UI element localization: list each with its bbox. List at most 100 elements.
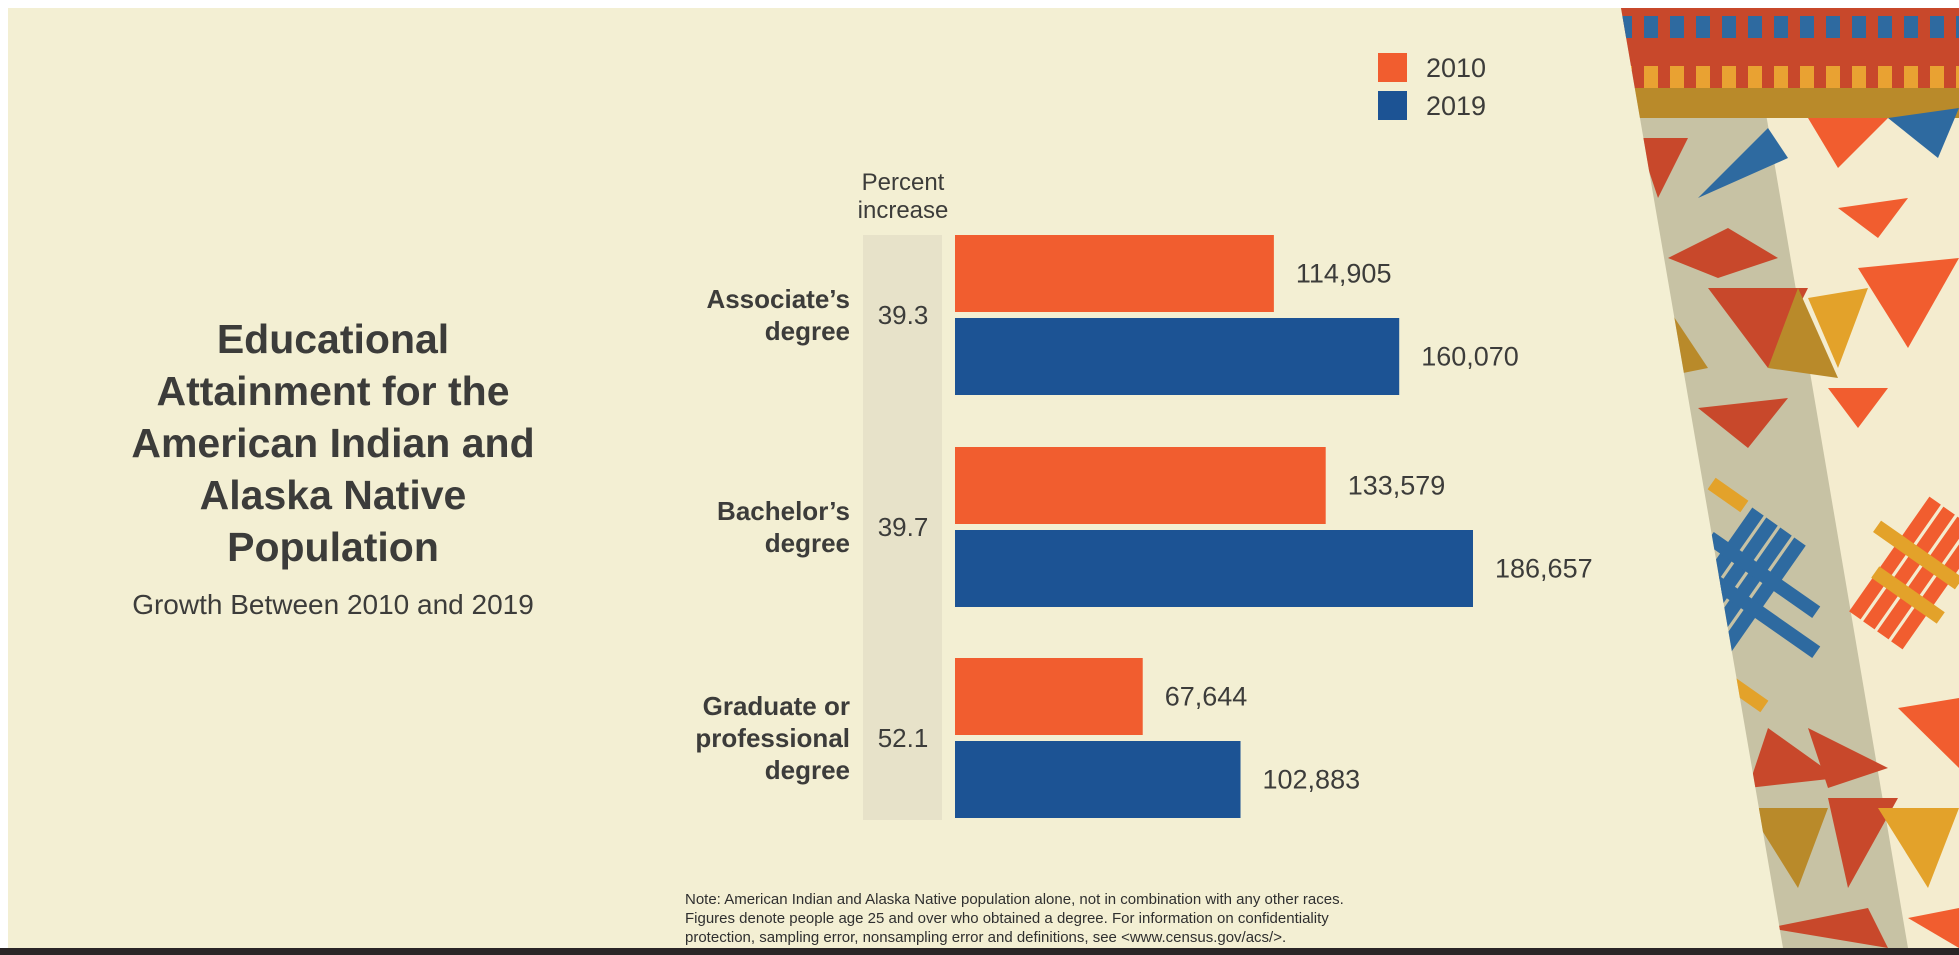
pattern-notch bbox=[1878, 16, 1892, 38]
category-label: degree bbox=[765, 316, 850, 346]
pattern-notch bbox=[1904, 66, 1918, 88]
pattern-notch bbox=[1696, 66, 1710, 88]
bar-2019 bbox=[955, 741, 1241, 818]
pattern-notch bbox=[1774, 16, 1788, 38]
pattern-notch bbox=[1644, 66, 1658, 88]
pattern-bar bbox=[1849, 496, 1941, 620]
pattern-bar bbox=[1873, 520, 1959, 590]
pattern-triangle bbox=[1748, 728, 1838, 788]
pattern-triangle bbox=[1898, 698, 1959, 768]
title-line: American Indian and bbox=[131, 420, 535, 466]
percent-increase-header: increase bbox=[858, 197, 949, 224]
category-label: degree bbox=[765, 528, 850, 558]
pattern-triangle bbox=[1708, 288, 1808, 368]
title-line: Attainment for the bbox=[156, 368, 510, 414]
data-label: 133,579 bbox=[1348, 471, 1446, 501]
category-label: professional bbox=[695, 723, 850, 753]
pattern-notch bbox=[1722, 66, 1736, 88]
pattern-notch bbox=[1774, 66, 1788, 88]
pattern-notch bbox=[1800, 66, 1814, 88]
pattern-bar bbox=[1891, 526, 1959, 650]
title-line: Population bbox=[227, 524, 439, 570]
pattern-notch bbox=[1930, 66, 1944, 88]
data-label: 67,644 bbox=[1165, 682, 1248, 712]
page-subtitle: Growth Between 2010 and 2019 bbox=[132, 589, 534, 620]
percent-increase-value: 39.7 bbox=[878, 512, 929, 542]
title-line: Educational bbox=[216, 316, 450, 362]
pattern-triangle bbox=[1908, 908, 1959, 948]
legend-label-2019: 2019 bbox=[1426, 91, 1486, 121]
category-label: Associate’s bbox=[706, 284, 850, 314]
legend-label-2010: 2010 bbox=[1426, 53, 1486, 83]
pattern-triangle bbox=[1768, 908, 1888, 948]
decorative-pattern bbox=[1621, 8, 1959, 948]
data-label: 160,070 bbox=[1421, 342, 1519, 372]
note-line: protection, sampling error, nonsampling … bbox=[685, 929, 1287, 946]
percent-increase-column bbox=[863, 235, 942, 820]
percent-increase-value: 39.3 bbox=[878, 300, 929, 330]
pattern-triangle bbox=[1828, 388, 1888, 428]
pattern-notch bbox=[1644, 16, 1658, 38]
pattern-triangle bbox=[1698, 128, 1788, 198]
data-label: 186,657 bbox=[1495, 554, 1593, 584]
pattern-notch bbox=[1621, 16, 1632, 38]
pattern-triangle bbox=[1828, 798, 1898, 888]
pattern-notch bbox=[1748, 66, 1762, 88]
pattern-bar bbox=[1707, 477, 1749, 513]
pattern-triangle bbox=[1768, 288, 1838, 378]
percent-increase-header: Percent bbox=[862, 169, 945, 196]
pattern-triangle bbox=[1858, 258, 1959, 348]
title-line: Alaska Native bbox=[199, 472, 467, 518]
pattern-notch bbox=[1956, 66, 1959, 88]
pattern-triangle bbox=[1888, 108, 1959, 158]
pattern-notch bbox=[1826, 16, 1840, 38]
pattern-top-ochre bbox=[1621, 88, 1959, 118]
bar-2010 bbox=[955, 447, 1326, 524]
pattern-triangle bbox=[1638, 138, 1688, 198]
percent-increase-value: 52.1 bbox=[878, 723, 929, 753]
pattern-notch bbox=[1800, 16, 1814, 38]
bar-2010 bbox=[955, 658, 1143, 735]
pattern-triangle bbox=[1838, 198, 1908, 238]
legend-swatch-2019 bbox=[1378, 91, 1407, 120]
pattern-notch bbox=[1904, 16, 1918, 38]
note-line: Note: American Indian and Alaska Native … bbox=[685, 891, 1344, 908]
pattern-notch bbox=[1878, 66, 1892, 88]
infographic-frame: Educational Attainment for the American In… bbox=[8, 8, 1959, 948]
pattern-notch bbox=[1852, 16, 1866, 38]
pattern-triangle bbox=[1808, 118, 1888, 168]
category-label: Bachelor’s bbox=[717, 496, 850, 526]
page-edge bbox=[0, 0, 8, 955]
pattern-notch bbox=[1852, 66, 1866, 88]
bar-2019 bbox=[955, 318, 1400, 395]
pattern-notch bbox=[1670, 16, 1684, 38]
note-line: Figures denote people age 25 and over wh… bbox=[685, 910, 1329, 927]
pattern-triangle bbox=[1878, 808, 1959, 888]
pattern-notch bbox=[1696, 16, 1710, 38]
pattern-notch bbox=[1826, 66, 1840, 88]
pattern-triangle bbox=[1698, 398, 1788, 448]
footnote: Note: American Indian and Alaska Native … bbox=[685, 890, 1445, 947]
pattern-notch bbox=[1956, 16, 1959, 38]
legend-swatch-2010 bbox=[1378, 53, 1407, 82]
title-block: Educational Attainment for the American In… bbox=[68, 313, 598, 623]
bar-2019 bbox=[955, 530, 1473, 607]
pattern-bar bbox=[1877, 516, 1959, 640]
pattern-bar bbox=[1705, 571, 1821, 659]
pattern-triangle bbox=[1748, 808, 1828, 888]
pattern-notch bbox=[1670, 66, 1684, 88]
pattern-triangle bbox=[1808, 728, 1888, 788]
pattern-bar bbox=[1863, 506, 1955, 630]
pattern-notch bbox=[1748, 16, 1762, 38]
pattern-bar bbox=[1871, 566, 1945, 624]
pattern-notch bbox=[1930, 16, 1944, 38]
bar-2010 bbox=[955, 235, 1274, 312]
pattern-triangle bbox=[1808, 288, 1868, 368]
page-title: Educational Attainment for the American In… bbox=[68, 313, 598, 573]
pattern-triangle bbox=[1668, 228, 1778, 278]
data-label: 114,905 bbox=[1296, 259, 1392, 289]
bottom-border bbox=[0, 948, 1959, 955]
pattern-notch bbox=[1722, 16, 1736, 38]
data-label: 102,883 bbox=[1263, 765, 1361, 795]
